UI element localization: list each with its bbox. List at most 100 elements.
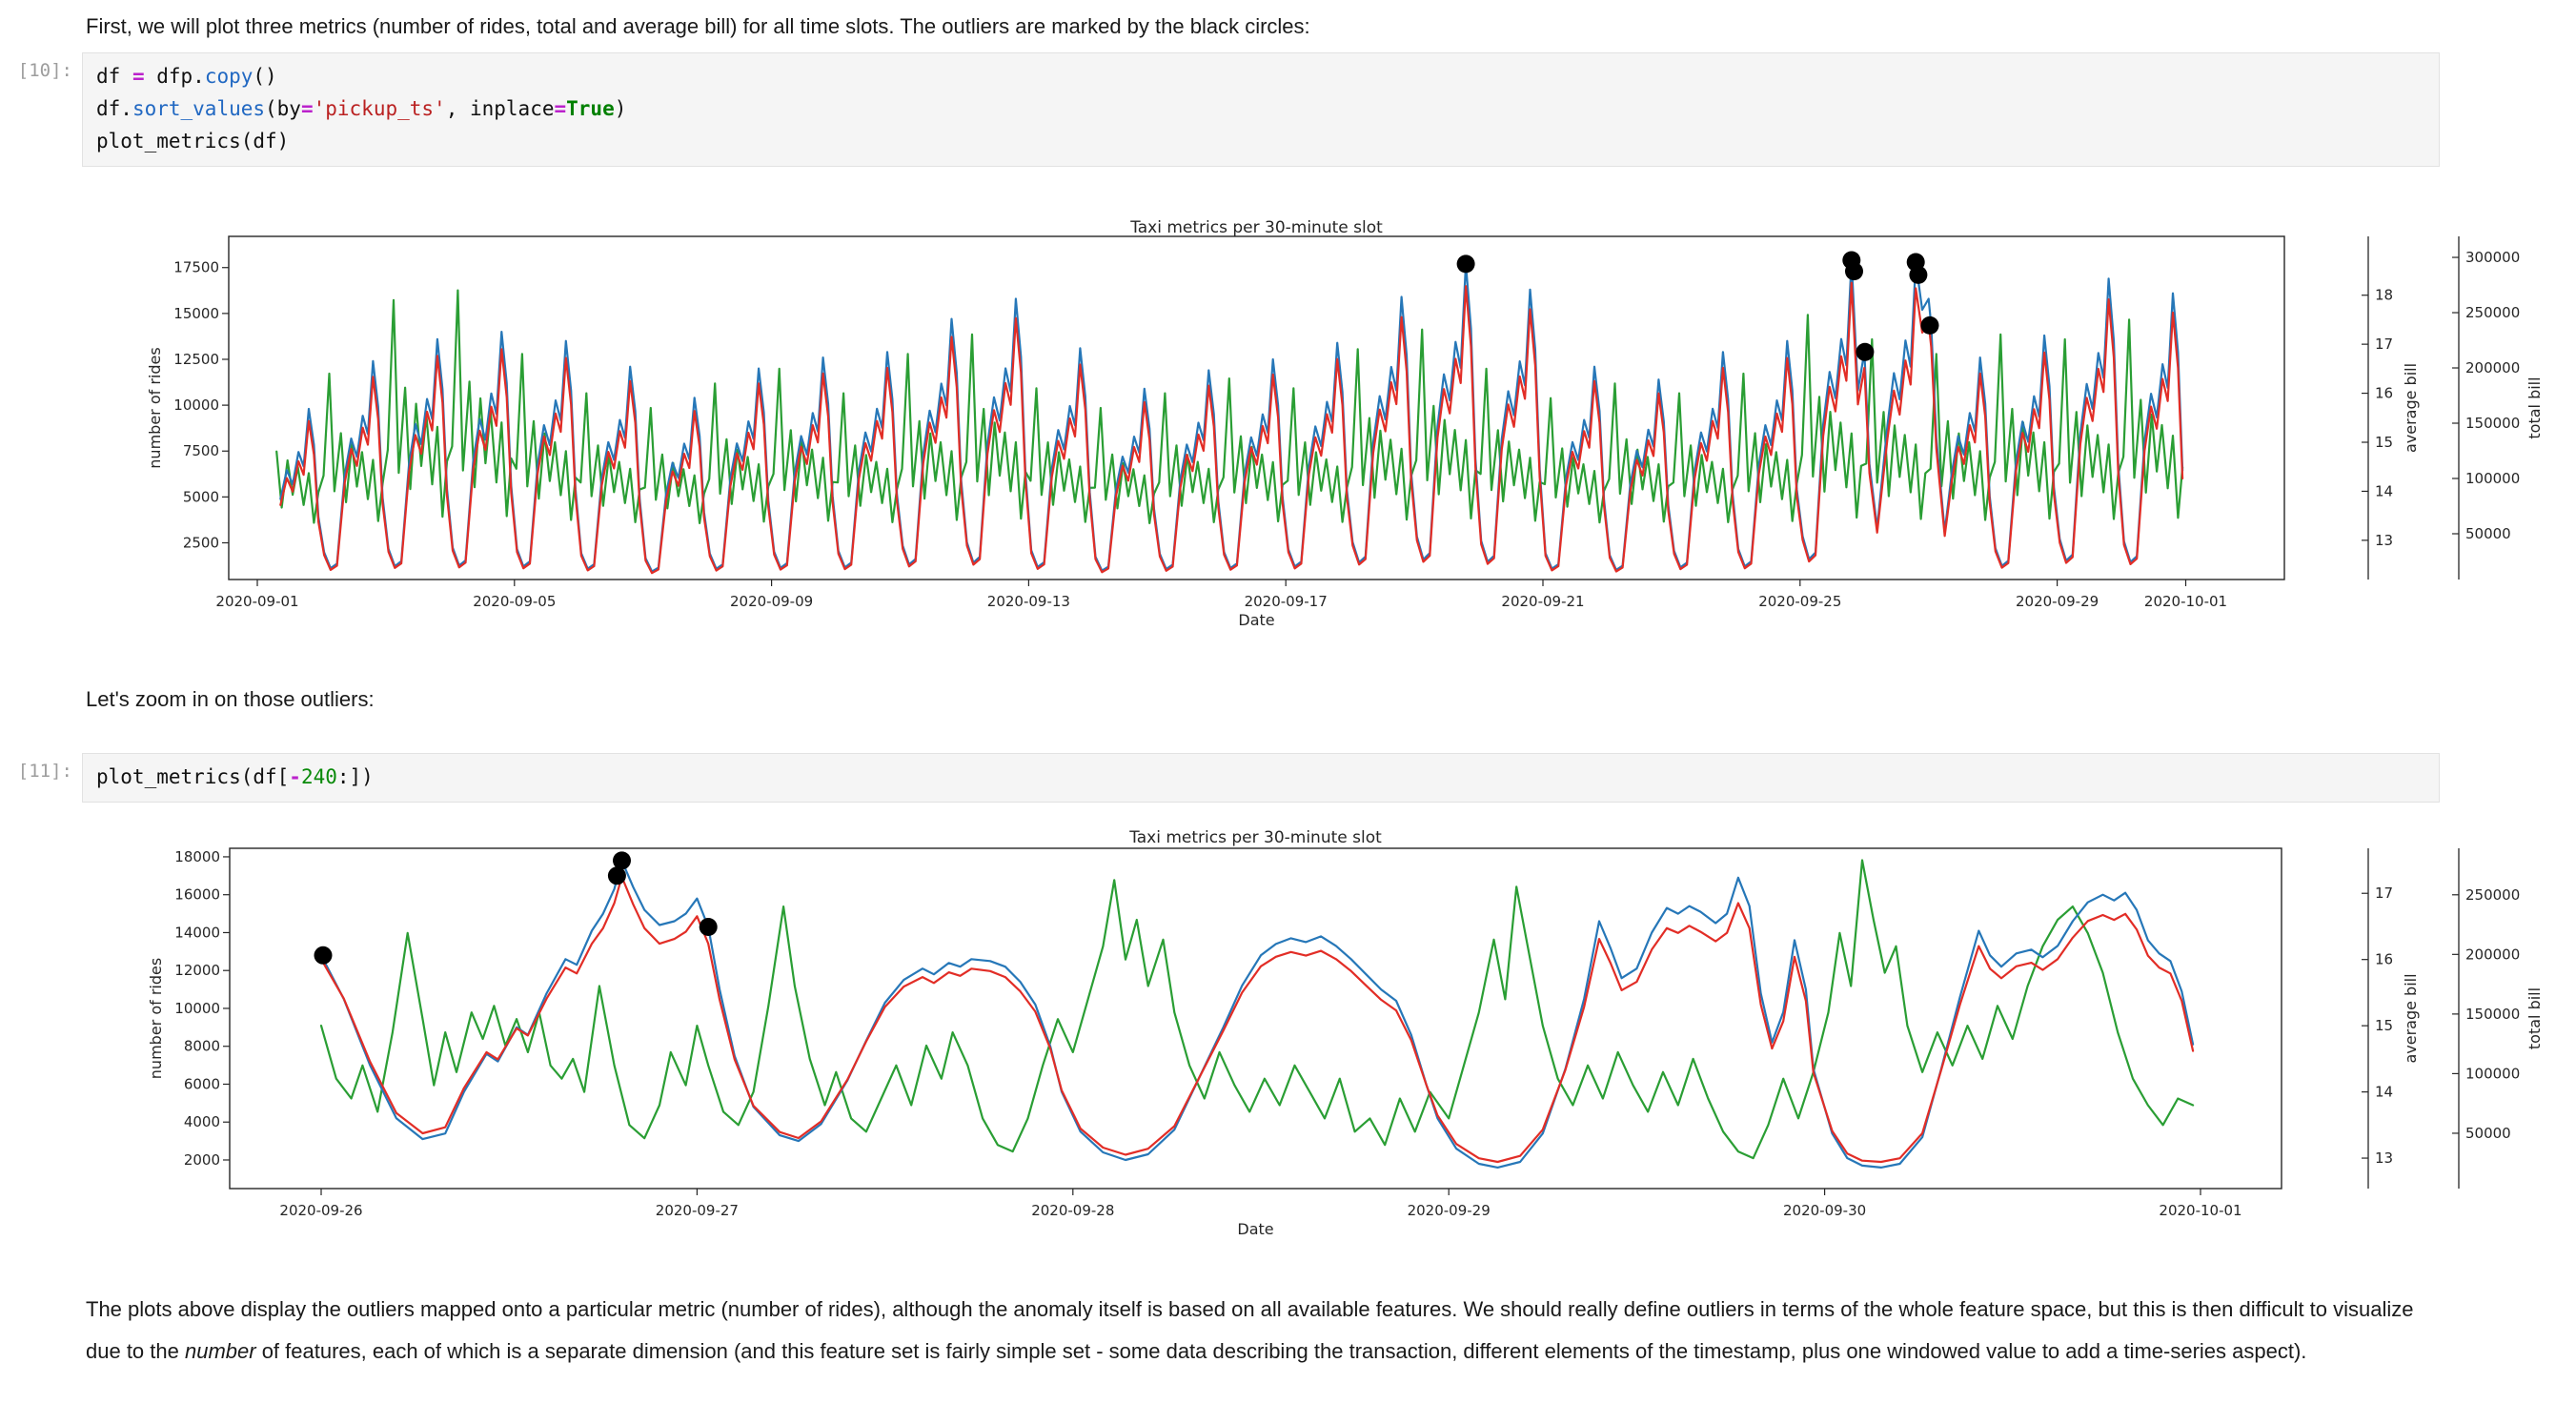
code-token: 240	[300, 765, 337, 788]
markdown-zoom-text: Let's zoom in on those outliers:	[86, 687, 375, 711]
y-tick-label: 300000	[2465, 249, 2520, 266]
outro-part-2: of features, each of which is a separate…	[255, 1339, 2307, 1363]
outlier-marker	[1909, 265, 1928, 284]
y-tick-label: 18	[2375, 287, 2393, 304]
code-token: =	[300, 97, 314, 120]
x-tick-label: 2020-09-26	[279, 1202, 362, 1219]
plot-frame	[228, 235, 2285, 580]
markdown-intro-text: First, we will plot three metrics (numbe…	[86, 14, 1310, 38]
outlier-marker	[607, 866, 626, 885]
y-tick-label: 14	[2375, 1084, 2393, 1101]
outlier-marker	[1920, 315, 1939, 335]
x-tick-label: 2020-09-01	[215, 593, 298, 610]
y-tick-label: 12000	[174, 962, 220, 979]
y-tick-label: 250000	[2465, 886, 2520, 904]
code-token: =	[132, 65, 145, 88]
series-line-bill	[279, 281, 2184, 575]
x-tick-label: 2020-09-13	[987, 593, 1070, 610]
y-tick-label: 16	[2375, 385, 2393, 402]
code-token: dfp.	[144, 65, 205, 88]
code-token: sort_values	[132, 97, 266, 120]
x-tick-label: 2020-09-27	[656, 1202, 739, 1219]
code-token: ()	[253, 65, 277, 88]
y-axis-label-bill: total bill	[2525, 376, 2544, 438]
y-tick-label: 50000	[2465, 1125, 2511, 1142]
x-tick-label: 2020-09-17	[1245, 593, 1328, 610]
markdown-outro-text: The plots above display the outliers map…	[86, 1289, 2447, 1373]
y-tick-label: 2500	[183, 534, 219, 551]
plot-frame	[229, 847, 2282, 1190]
figure-taxi-metrics-zoomed: Taxi metrics per 30-minute slot 2020-09-2…	[147, 828, 2544, 1238]
outlier-marker	[1856, 342, 1875, 361]
code-token: True	[566, 97, 615, 120]
y-tick-label: 50000	[2465, 525, 2511, 542]
code-token: :])	[336, 765, 374, 788]
y-tick-label: 14000	[174, 924, 220, 941]
y-tick-label: 13	[2375, 1149, 2393, 1167]
y-axis-label-rides: number of rides	[146, 347, 164, 468]
outlier-marker	[1845, 262, 1863, 281]
code-token: )	[614, 97, 627, 120]
y-tick-label: 17	[2375, 336, 2393, 353]
y-tick-label: 2000	[184, 1151, 220, 1169]
y-tick-label: 12500	[173, 351, 219, 368]
y-tick-label: 100000	[2465, 470, 2520, 487]
y-axis-label-bill: total bill	[2525, 987, 2544, 1049]
y-tick-label: 16000	[174, 886, 220, 904]
code-token: =	[554, 97, 567, 120]
x-tick-label: 2020-09-30	[1783, 1202, 1866, 1219]
x-axis-label: Date	[1237, 1220, 1273, 1238]
code-token: copy	[204, 65, 254, 88]
y-tick-label: 4000	[184, 1113, 220, 1130]
y-tick-label: 10000	[173, 397, 219, 414]
outro-part-1: The plots above display the outliers map…	[86, 1297, 2414, 1363]
outlier-marker	[314, 946, 333, 965]
y-tick-label: 100000	[2465, 1065, 2520, 1082]
y-tick-label: 18000	[174, 848, 220, 865]
code-token: plot_metrics(df[	[96, 765, 290, 788]
outlier-marker	[1456, 254, 1475, 274]
y-tick-label: 8000	[184, 1038, 220, 1055]
y-tick-label: 7500	[183, 442, 219, 459]
y-tick-label: 15000	[173, 305, 219, 322]
y-axis-label-rides: number of rides	[147, 958, 165, 1079]
series-line-bill	[319, 875, 2195, 1164]
x-tick-label: 2020-10-01	[2144, 593, 2227, 610]
x-axis-label: Date	[1238, 611, 1274, 629]
x-tick-label: 2020-09-29	[2016, 593, 2099, 610]
y-tick-label: 13	[2375, 532, 2393, 549]
y-tick-label: 150000	[2465, 415, 2520, 432]
figure-taxi-metrics-full-month: Taxi metrics per 30-minute slot 2020-09-0…	[146, 218, 2544, 629]
y-tick-label: 250000	[2465, 304, 2520, 321]
code-token: df	[96, 65, 132, 88]
code-token: 'pickup_ts'	[313, 97, 446, 120]
code-token: plot_metrics(df)	[96, 130, 290, 153]
y-tick-label: 10000	[174, 1000, 220, 1017]
chart-title: Taxi metrics per 30-minute slot	[1129, 218, 1383, 237]
outro-italic-word: number	[184, 1339, 256, 1363]
code-cell-10[interactable]: df = dfp.copy() df.sort_values(by='picku…	[82, 52, 2440, 167]
y-tick-label: 17500	[173, 259, 219, 276]
y-tick-label: 17	[2375, 885, 2393, 902]
code-token: , inplace	[445, 97, 555, 120]
y-tick-label: 150000	[2465, 1006, 2520, 1023]
y-tick-label: 5000	[183, 488, 219, 505]
x-tick-label: 2020-09-21	[1501, 593, 1584, 610]
code-token: df.	[96, 97, 132, 120]
x-tick-label: 2020-09-25	[1758, 593, 1841, 610]
y-tick-label: 6000	[184, 1075, 220, 1092]
y-tick-label: 15	[2375, 1017, 2393, 1034]
code-token: -	[289, 765, 301, 788]
code-cell-11[interactable]: plot_metrics(df[-240:])	[82, 753, 2440, 803]
x-tick-label: 2020-09-05	[473, 593, 556, 610]
x-tick-label: 2020-10-01	[2159, 1202, 2241, 1219]
code-editor-10[interactable]: df = dfp.copy() df.sort_values(by='picku…	[96, 60, 2439, 157]
y-tick-label: 15	[2375, 434, 2393, 451]
x-tick-label: 2020-09-28	[1031, 1202, 1114, 1219]
y-tick-label: 200000	[2465, 359, 2520, 376]
code-editor-11[interactable]: plot_metrics(df[-240:])	[96, 761, 2439, 793]
series-line-rides	[319, 859, 2195, 1169]
series-line-avg	[275, 289, 2184, 524]
series-line-avg	[319, 859, 2195, 1160]
code-token: (by	[265, 97, 301, 120]
